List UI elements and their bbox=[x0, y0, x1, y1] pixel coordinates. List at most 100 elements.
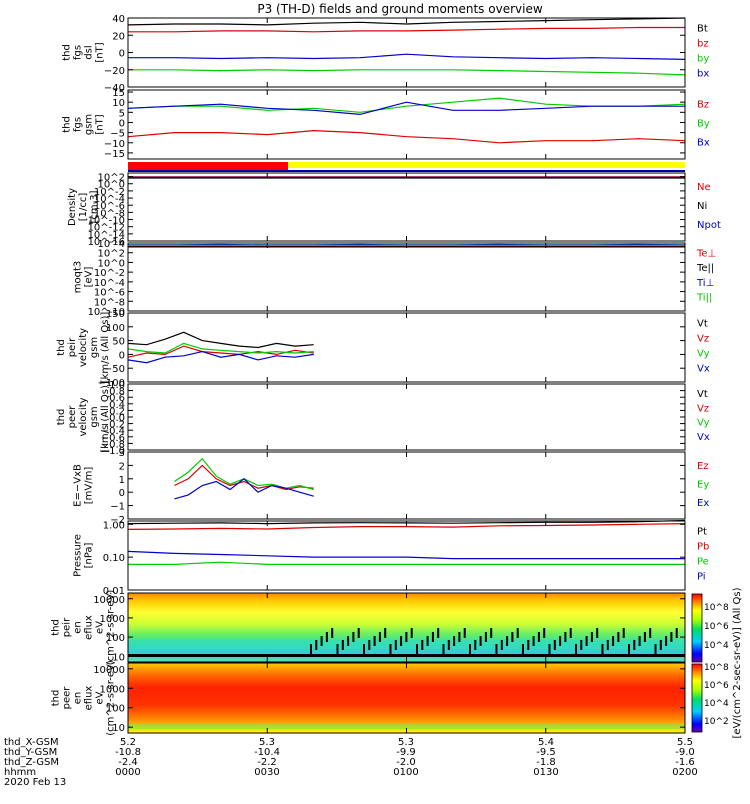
legend-label-bz: bz bbox=[697, 39, 709, 50]
spectrogram-speckle bbox=[490, 628, 492, 638]
y-tick-label: 0 bbox=[119, 488, 125, 499]
spectrogram-speckle bbox=[458, 632, 460, 642]
y-tick-label: 0 bbox=[119, 350, 125, 361]
mode-bar-yellow bbox=[288, 162, 685, 168]
spectrogram-speckle bbox=[448, 640, 450, 650]
spectrogram-peir_spectrogram bbox=[128, 593, 685, 662]
y-axis-label: thdfgsdsl[nT] bbox=[62, 42, 106, 62]
spectrogram-speckle bbox=[480, 636, 482, 646]
spectrogram-speckle bbox=[612, 636, 614, 646]
spectrogram-speckle bbox=[453, 636, 455, 646]
spectrogram-speckle bbox=[374, 636, 376, 646]
spectrogram-speckle bbox=[655, 644, 657, 654]
spectrogram-speckle bbox=[639, 636, 641, 646]
legend-label-Ez: Ez bbox=[697, 461, 709, 472]
y-tick-label: 1 bbox=[119, 475, 125, 486]
spectrogram-speckle bbox=[506, 636, 508, 646]
spectrogram-speckle bbox=[464, 628, 466, 638]
panel-frame bbox=[128, 452, 685, 519]
legend-label-Npot: Npot bbox=[697, 220, 721, 231]
y-axis-label: thdpeirenefluxeV(cm^2-s-sr-eV) bbox=[51, 590, 117, 666]
mode-bar-bottom-blue bbox=[128, 170, 685, 172]
panel-temperature: 10^410^210^010^-210^-410^-610^-810^-10mo… bbox=[73, 239, 717, 318]
spectrogram-speckle bbox=[427, 636, 429, 646]
spectrogram-speckle bbox=[644, 632, 646, 642]
y-axis-label: thdpeirvelocitygsm[km/s (All Qs)] bbox=[56, 312, 111, 384]
colorbar-tick-label: 10^6 bbox=[704, 622, 729, 632]
spectrogram-speckle bbox=[522, 644, 524, 654]
spectrogram-speckle bbox=[474, 640, 476, 650]
spectrogram-speckle bbox=[347, 636, 349, 646]
y-axis-label: Pressure[nPa] bbox=[73, 534, 95, 577]
series-line-bx bbox=[128, 54, 685, 59]
spectrogram-speckle bbox=[321, 636, 323, 646]
panel-peir_velocity: 150100500−50−100thdpeirvelocitygsm[km/s … bbox=[56, 309, 710, 389]
spectrogram-speckle bbox=[517, 628, 519, 638]
series-line-Pe bbox=[128, 562, 685, 564]
legend-label-by: by bbox=[697, 54, 709, 65]
series-line-Ez bbox=[174, 465, 313, 489]
legend-label-Bx: Bx bbox=[697, 138, 710, 149]
legend-label-Vz: Vz bbox=[697, 334, 709, 345]
spectrogram-speckle bbox=[342, 640, 344, 650]
spectrogram-speckle bbox=[432, 632, 434, 642]
y-tick-label: 0.10 bbox=[103, 553, 125, 564]
panel-peer_spectrogram: 10000100010010thdpeerenefluxeV(cm^2-s-sr… bbox=[51, 660, 686, 736]
spectrogram-speckle bbox=[591, 632, 593, 642]
legend-label-Vt: Vt bbox=[697, 319, 708, 330]
series-line-Bz bbox=[128, 131, 685, 143]
spectrogram-speckle bbox=[379, 632, 381, 642]
legend-label-Ne: Ne bbox=[697, 182, 711, 193]
spectrogram-speckle bbox=[405, 632, 407, 642]
y-tick-label: 50 bbox=[112, 337, 125, 348]
spectrogram-speckle bbox=[421, 640, 423, 650]
spectrogram-speckle bbox=[649, 628, 651, 638]
legend-label-Vt: Vt bbox=[697, 389, 708, 400]
spectrogram-speckle bbox=[511, 632, 513, 642]
series-line-By bbox=[128, 98, 685, 112]
y-tick-label: −20 bbox=[104, 66, 125, 77]
spectrogram-speckle bbox=[368, 640, 370, 650]
spectrogram-peer_spectrogram bbox=[128, 663, 685, 733]
series-line-Vt bbox=[128, 332, 314, 347]
legend-label-Vx: Vx bbox=[697, 364, 710, 375]
spectrogram-speckle bbox=[337, 644, 339, 654]
footer-date: 2020 Feb 13 bbox=[4, 777, 66, 788]
y-tick-label: 20 bbox=[112, 31, 125, 42]
legend-label-Vy: Vy bbox=[697, 418, 710, 429]
legend-label-Ti||: Ti|| bbox=[696, 293, 712, 304]
footer-value: 0030 bbox=[254, 767, 279, 778]
legend-label-Bt: Bt bbox=[697, 24, 708, 35]
spectrogram-speckle bbox=[660, 640, 662, 650]
spectrogram-speckle bbox=[538, 632, 540, 642]
spectrogram-speckle bbox=[575, 644, 577, 654]
spectrogram-speckle bbox=[416, 644, 418, 654]
spectrogram-speckle bbox=[602, 644, 604, 654]
y-axis-label: thdpeerenefluxeV(cm^2-s-sr-eV) bbox=[51, 660, 117, 736]
series-line-Vz bbox=[128, 346, 314, 357]
spectrogram-speckle bbox=[363, 644, 365, 654]
colorbar: 10^810^610^410^810^610^410^2 [eV/(cm^2-s… bbox=[692, 587, 743, 738]
spectrogram-speckle bbox=[469, 644, 471, 654]
spectrogram-speckle bbox=[310, 644, 312, 654]
legend-label-Te||: Te|| bbox=[696, 263, 714, 274]
spectrogram-speckle bbox=[617, 632, 619, 642]
spectrogram-speckle bbox=[326, 632, 328, 642]
spectrogram-speckle bbox=[390, 644, 392, 654]
y-tick-label: −1 bbox=[110, 502, 125, 513]
legend-label-Te⊥: Te⊥ bbox=[696, 248, 716, 259]
y-tick-label: 3 bbox=[119, 448, 125, 459]
panels: 40200−20−40thdfgsdsl[nT]Btbzbybx151050−5… bbox=[51, 14, 721, 736]
legend-label-Ex: Ex bbox=[697, 498, 709, 509]
legend-label-Ni: Ni bbox=[697, 201, 707, 212]
spectrogram-speckle bbox=[533, 636, 535, 646]
spectrogram-speckle bbox=[443, 644, 445, 654]
spectrogram-speckle bbox=[358, 628, 360, 638]
spectrogram-speckle bbox=[559, 636, 561, 646]
legend-label-Vz: Vz bbox=[697, 403, 709, 414]
y-axis-label: E=−VxB[mV/m] bbox=[73, 464, 95, 507]
